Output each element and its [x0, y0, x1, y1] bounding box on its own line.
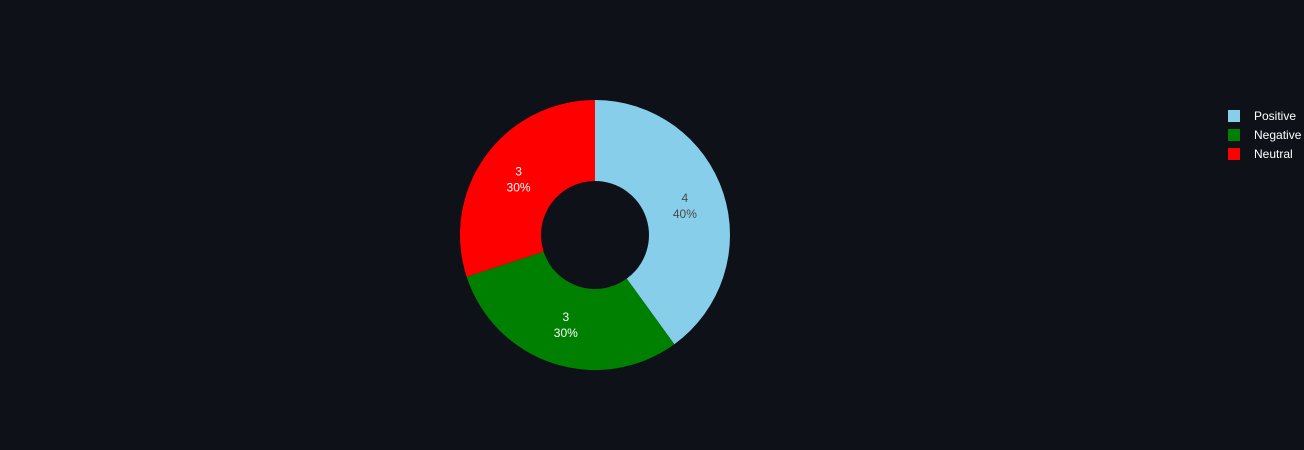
legend-swatch: [1228, 147, 1240, 160]
slice-percent-label: 30%: [507, 180, 531, 194]
legend-item-neutral[interactable]: Neutral: [1228, 144, 1304, 163]
slice-neutral[interactable]: [460, 100, 595, 277]
slice-percent-label: 30%: [554, 326, 578, 340]
slice-percent-label: 40%: [673, 207, 697, 221]
legend-swatch: [1228, 109, 1240, 122]
slice-value-label: 3: [515, 164, 522, 178]
legend-item-positive[interactable]: Positive: [1228, 106, 1304, 125]
slice-value-label: 4: [682, 191, 689, 205]
legend: Positive Negative Neutral: [1228, 106, 1304, 163]
legend-label: Positive: [1254, 108, 1297, 123]
legend-item-negative[interactable]: Negative: [1228, 125, 1304, 144]
slice-positive[interactable]: [595, 100, 730, 345]
legend-swatch: [1228, 128, 1240, 141]
legend-label: Negative: [1254, 127, 1302, 142]
legend-label: Neutral: [1254, 146, 1293, 161]
slice-value-label: 3: [562, 310, 569, 324]
slice-negative[interactable]: [466, 251, 675, 370]
